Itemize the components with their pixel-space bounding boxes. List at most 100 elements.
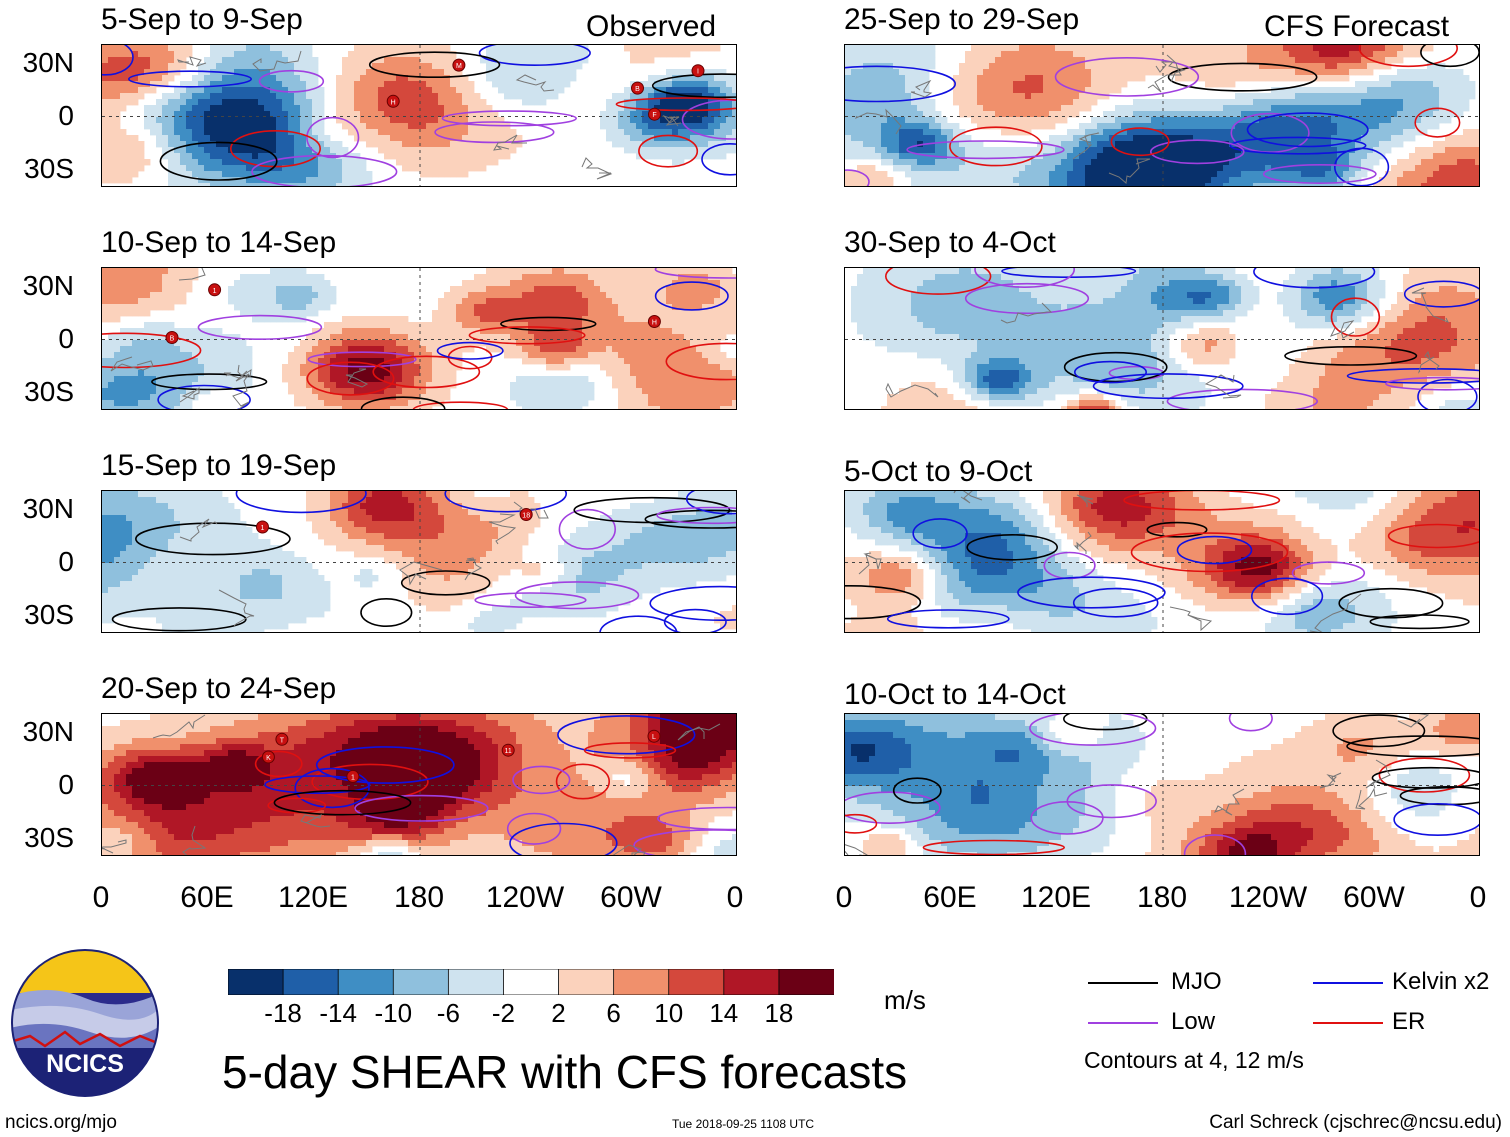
- ncics-logo: NCICS: [10, 948, 160, 1098]
- svg-text:B: B: [170, 336, 175, 343]
- colorbar-tick-label: -14: [319, 998, 357, 1028]
- kelvin-contour: [157, 384, 251, 409]
- lon-tick: 60E: [923, 881, 977, 914]
- er-contour: [412, 401, 509, 409]
- kelvin-contour: [1251, 577, 1324, 616]
- mjo-contour: [151, 373, 268, 391]
- storm-marker: 1: [346, 769, 360, 783]
- low-contour: [974, 268, 1075, 288]
- panel-title-2: 10-Sep to 14-Sep: [101, 226, 337, 259]
- mjo-contour: [500, 316, 597, 332]
- kelvin-contour: [886, 609, 1010, 629]
- lon-tick: 0: [92, 881, 110, 914]
- mjo-contour: [111, 607, 247, 632]
- shear-map-panel-4: 1 T L 11 K: [101, 713, 737, 856]
- svg-text:H: H: [652, 320, 657, 327]
- coastline: [179, 518, 218, 542]
- storm-marker: 1: [208, 283, 222, 297]
- observed-tag: Observed: [586, 10, 717, 43]
- er-contour: [1330, 297, 1381, 337]
- kelvin-contour: [685, 491, 736, 515]
- kelvin-contour: [663, 608, 727, 632]
- shear-map-panel-5: [844, 44, 1480, 187]
- colorbar-tick-label: 10: [654, 998, 684, 1028]
- coastline: [581, 157, 613, 180]
- colorbar-swatch: [228, 969, 284, 995]
- mjo-contour: [651, 73, 736, 99]
- lon-tick: 0: [835, 881, 853, 914]
- shear-field: [845, 714, 1479, 855]
- mjo-legend-label: MJO: [1171, 968, 1222, 995]
- er-contour: [1378, 757, 1471, 793]
- mjo-contour: [845, 585, 922, 620]
- low-contour: [514, 581, 640, 610]
- shear-map-panel-1: B M F I H: [101, 44, 737, 187]
- shear-field: B M F I H: [102, 45, 736, 186]
- coastline: [1397, 714, 1430, 728]
- low-contour: [197, 314, 323, 341]
- kelvin-contour: [102, 45, 134, 76]
- mjo-contour: [1346, 735, 1479, 758]
- lon-tick: 60W: [1343, 881, 1405, 914]
- low-contour: [434, 121, 555, 144]
- kelvin-contour: [1017, 576, 1166, 609]
- mjo-contour: [400, 570, 491, 596]
- low-contour: [656, 506, 736, 525]
- colorbar-tick-label: -2: [491, 998, 516, 1028]
- storm-marker: H: [647, 315, 661, 328]
- coastline: [1309, 593, 1362, 632]
- er-contour: [254, 750, 303, 778]
- kelvin-contour: [845, 65, 956, 103]
- colorbar-swatch: [503, 969, 560, 995]
- shear-map-panel-8: [844, 713, 1480, 856]
- mjo-contour: [368, 51, 501, 79]
- storm-marker: T: [275, 732, 289, 746]
- svg-text:1: 1: [213, 288, 217, 295]
- kelvin-contour: [1176, 535, 1253, 565]
- kelvin-contour: [599, 615, 678, 632]
- shear-field: 1 18: [102, 491, 736, 632]
- low-contour: [1385, 376, 1479, 391]
- storm-marker: I: [691, 64, 705, 78]
- shear-map-panel-7: [844, 490, 1480, 633]
- contour-note: Contours at 4, 12 m/s: [1084, 1047, 1304, 1073]
- svg-text:B: B: [635, 86, 640, 93]
- panel-title-6: 30-Sep to 4-Oct: [844, 226, 1056, 259]
- shear-map-panel-2: B 1 H: [101, 267, 737, 410]
- kelvin-legend-line: [1313, 982, 1383, 984]
- shear-map-panel-3: 1 18: [101, 490, 737, 633]
- coastline: [1108, 158, 1151, 184]
- coastline: [1319, 772, 1342, 789]
- coastline: [953, 491, 983, 504]
- er-legend-line: [1313, 1022, 1383, 1024]
- er-contour: [1414, 107, 1461, 138]
- er-contour: [102, 332, 202, 369]
- low-contour: [1030, 801, 1104, 835]
- colorbar-swatch: [282, 969, 340, 995]
- coastline: [515, 74, 555, 92]
- colorbar-tick-label: 14: [709, 998, 739, 1028]
- er-contour: [845, 813, 878, 834]
- lon-tick: 120W: [485, 881, 565, 914]
- low-contour: [657, 806, 736, 831]
- storm-marker: 11: [501, 743, 515, 757]
- low-contour: [558, 508, 616, 550]
- er-contour: [372, 355, 481, 389]
- coastline: [1169, 606, 1213, 632]
- low-contour: [1149, 139, 1245, 165]
- low-contour: [964, 282, 1090, 315]
- lat-tick: 0: [58, 546, 74, 577]
- coastline: [854, 108, 902, 135]
- lat-tick: 30N: [22, 716, 74, 747]
- low-contour: [1183, 834, 1247, 855]
- coastline: [662, 114, 682, 127]
- colorbar-swatch: [723, 969, 780, 995]
- low-contour: [506, 812, 562, 845]
- low-contour: [654, 268, 736, 279]
- lon-tick: 0: [1469, 881, 1487, 914]
- shear-field: B 1 H: [102, 268, 736, 409]
- low-contour: [1230, 112, 1310, 154]
- colorbar-swatch: [613, 969, 670, 995]
- svg-text:H: H: [391, 99, 396, 106]
- footer-url: ncics.org/mjo: [5, 1112, 117, 1133]
